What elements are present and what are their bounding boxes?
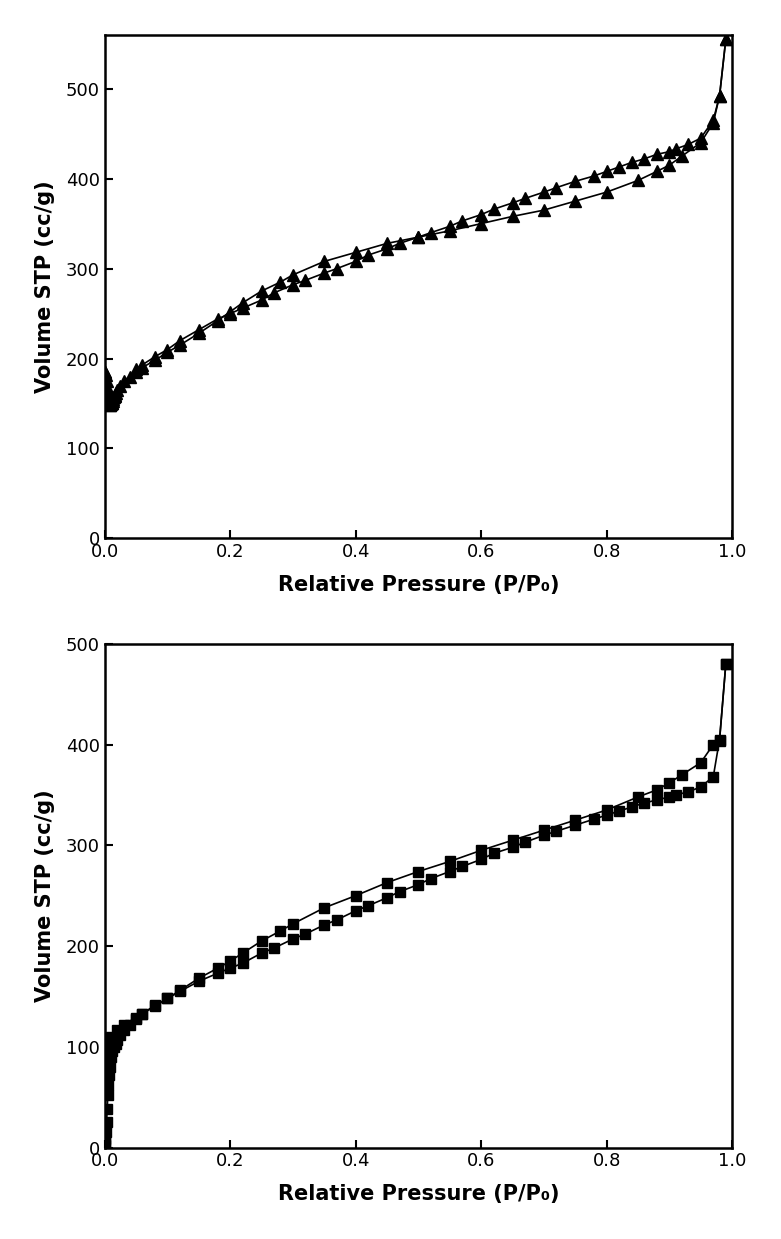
Y-axis label: Volume STP (cc/g): Volume STP (cc/g) — [34, 789, 55, 1002]
Y-axis label: Volume STP (cc/g): Volume STP (cc/g) — [34, 180, 55, 393]
X-axis label: Relative Pressure (P/P₀): Relative Pressure (P/P₀) — [277, 1184, 559, 1204]
X-axis label: Relative Pressure (P/P₀): Relative Pressure (P/P₀) — [277, 575, 559, 595]
